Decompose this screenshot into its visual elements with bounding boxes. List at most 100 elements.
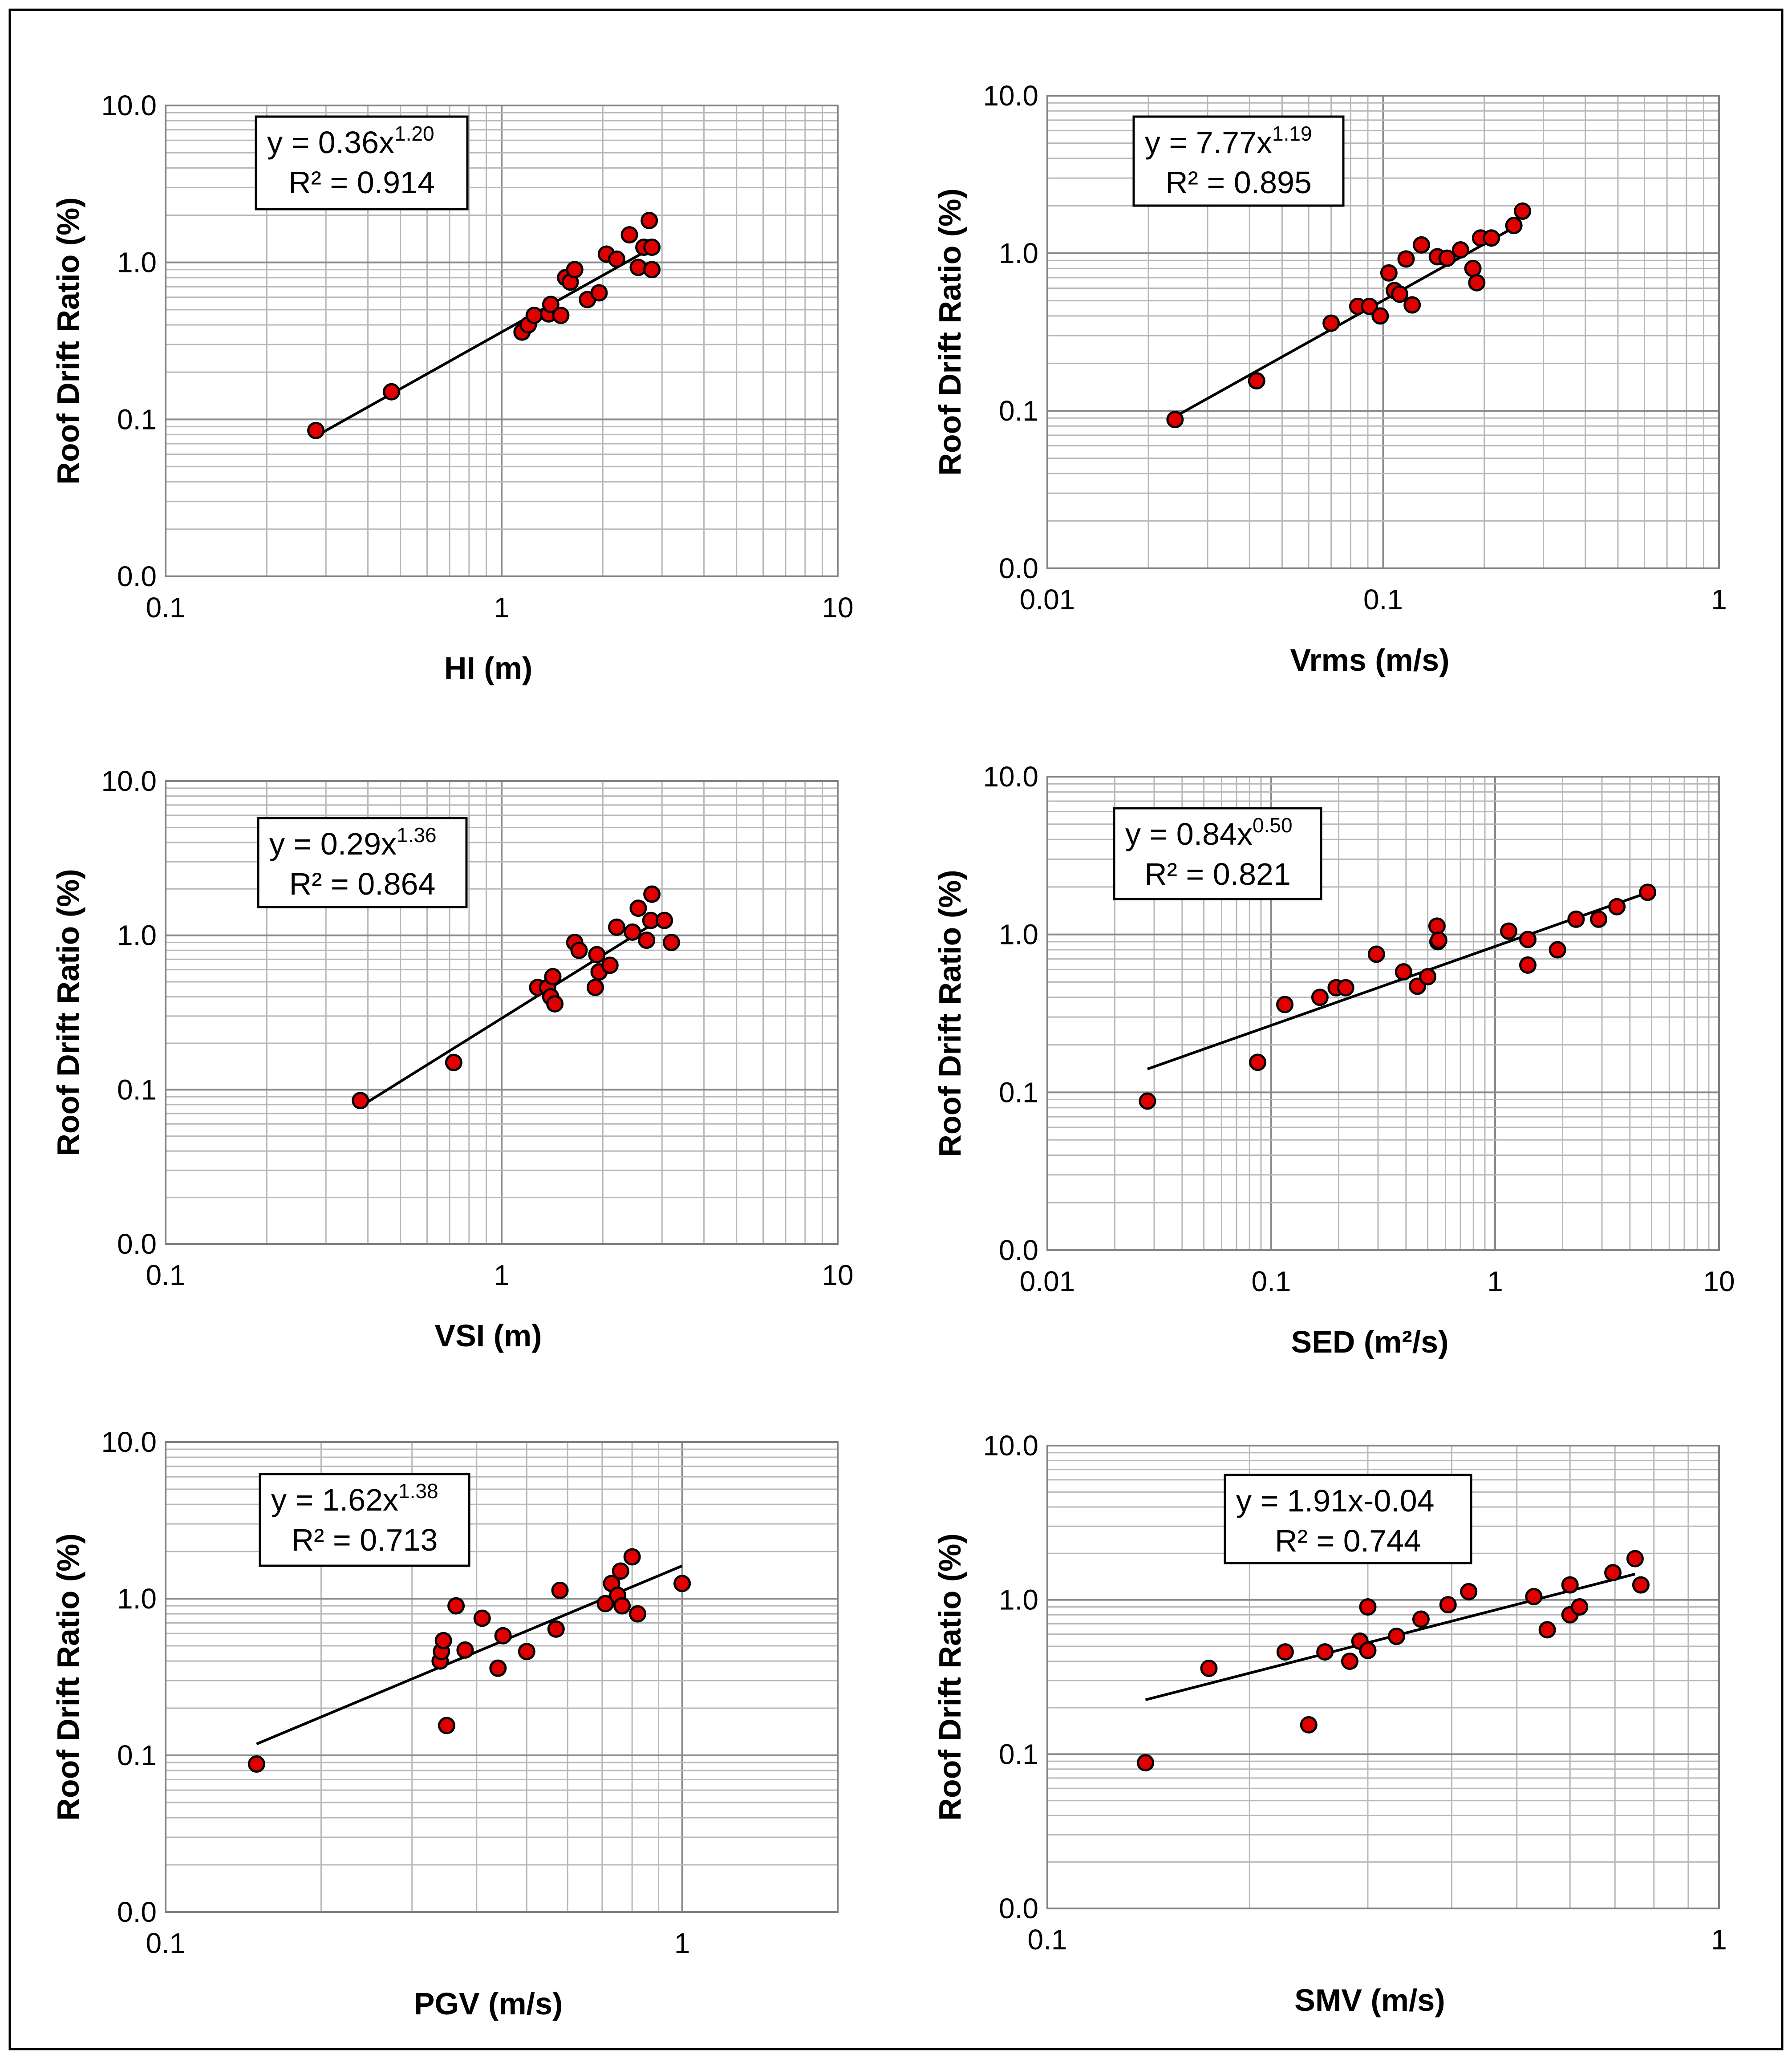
data-point [643,885,661,903]
x-tick-label: 0.1 [146,1927,186,1959]
y-tick-label: 10.0 [983,1430,1038,1462]
y-tick-label: 1.0 [999,1584,1038,1616]
equation-label: y = 1.91x-0.04 [1236,1483,1435,1518]
data-point [1248,372,1265,390]
data-point [1249,1053,1267,1071]
data-point [1519,956,1537,974]
data-point [1300,1716,1318,1734]
data-point [1626,1550,1644,1568]
figure-frame [8,8,1784,2050]
data-point [1316,1643,1334,1661]
x-tick-label: 0.1 [1363,583,1403,616]
y-axis-label: Roof Drift Ratio (%) [932,1533,967,1820]
data-point [1525,1588,1543,1605]
data-point [662,934,680,952]
data-point [1538,1621,1556,1639]
data-point [525,307,543,324]
y-tick-label: 0.0 [117,1228,157,1260]
data-point [1322,314,1340,332]
r-squared-label: R² = 0.895 [1165,165,1312,200]
data-point [588,946,606,964]
y-axis-label: Roof Drift Ratio (%) [51,197,85,484]
y-axis-label: Roof Drift Ratio (%) [51,869,85,1156]
y-tick-label: 0.0 [117,1896,157,1928]
data-point [1395,963,1412,981]
x-tick-label: 10 [1703,1265,1735,1297]
y-tick-label: 10.0 [101,89,157,122]
data-point [612,1562,629,1580]
x-tick-label: 1 [1711,1924,1727,1956]
data-point [1567,910,1585,928]
data-point [547,1620,565,1638]
x-tick-label: 0.1 [146,591,186,624]
x-tick-label: 1 [494,591,510,624]
data-point [608,250,626,268]
plot-border [165,1441,839,1913]
equation-box [259,1473,470,1567]
data-point [1430,932,1447,949]
r-squared-label: R² = 0.821 [1144,857,1291,891]
equation-label: y = 0.84x0.50 [1125,814,1293,851]
equation-box [255,115,469,211]
data-point [1359,1598,1377,1616]
data-point [1500,922,1518,940]
x-axis-label: VSI (m) [434,1318,542,1353]
x-tick-label: 10 [822,591,853,624]
equation-box [257,817,468,908]
data-point [456,1641,474,1659]
y-axis-label: Roof Drift Ratio (%) [932,870,967,1157]
y-tick-label: 1.0 [999,237,1038,269]
data-point [307,421,325,439]
data-point [608,918,626,936]
data-point [1137,1754,1155,1772]
trendline [360,912,670,1108]
data-point [570,941,588,959]
data-point [1451,241,1469,259]
equation-box [1113,807,1322,900]
x-tick-label: 1 [1711,583,1727,616]
data-point [1139,1092,1156,1110]
data-point [473,1609,491,1627]
data-point [1387,1628,1405,1645]
x-tick-label: 1 [494,1259,510,1291]
chart-2: 0.01 0.1 1 10.0 1.0 0.1 0.0 Vrms (m/s) Roof Drif… [932,80,1727,677]
data-point [1412,236,1430,254]
y-tick-label: 1.0 [117,247,157,279]
data-point [1391,285,1409,303]
data-point [601,956,619,974]
y-tick-label: 0.1 [117,1074,157,1106]
equation-label: y = 1.62x1.38 [271,1479,438,1517]
equation-box [1132,115,1345,207]
data-point [1341,1653,1358,1670]
data-point [638,932,656,949]
data-point [1412,1610,1430,1628]
data-point [1460,1583,1478,1600]
data-point [596,1595,614,1612]
data-point [1639,883,1657,901]
data-point [438,1717,455,1734]
chart-4: 0.01 0.1 1 10 10.0 1.0 0.1 0.0 SED (m²/s) Roof Dr… [932,761,1735,1359]
data-point [1483,229,1500,247]
data-point [656,911,673,929]
data-point [551,1581,569,1599]
x-tick-label: 10 [822,1259,853,1291]
data-point [623,1548,641,1566]
plot-border [165,105,839,577]
x-tick-label: 1 [674,1927,690,1959]
y-tick-label: 0.1 [999,1076,1038,1108]
y-tick-label: 0.1 [999,1738,1038,1770]
y-axis-label: Roof Drift Ratio (%) [932,188,967,475]
data-point [1571,1598,1589,1616]
y-tick-label: 10.0 [101,1426,157,1458]
data-point [489,1659,507,1677]
data-point [629,1605,647,1623]
x-axis-label: HI (m) [444,651,532,685]
x-tick-label: 0.1 [1028,1924,1067,1956]
x-tick-label: 0.1 [1252,1265,1291,1297]
data-point [1549,941,1566,959]
plot-border [1046,95,1720,569]
trendline [315,245,655,438]
y-tick-label: 1.0 [117,920,157,952]
